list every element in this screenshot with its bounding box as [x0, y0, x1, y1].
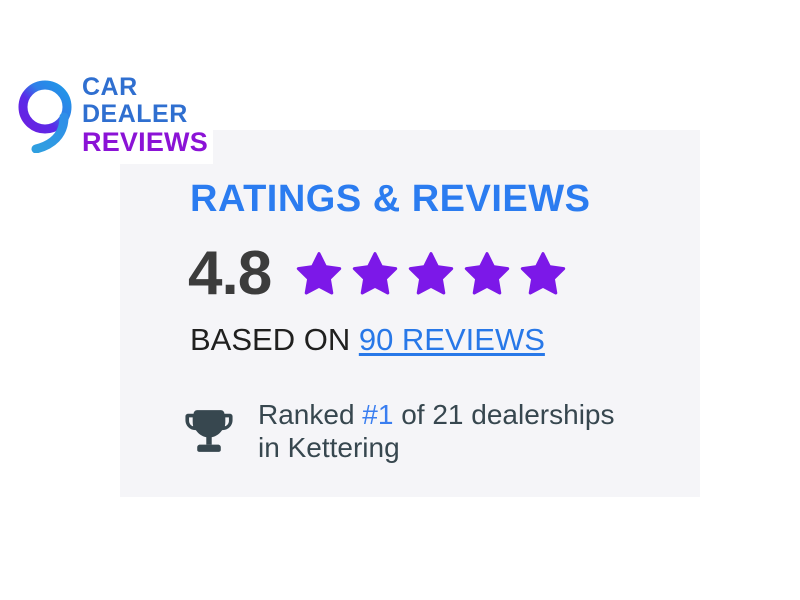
- ranking-position: #1: [362, 399, 394, 430]
- brand-wordmark: CAR DEALER REVIEWS: [82, 72, 208, 157]
- brand-word-reviews: REVIEWS: [82, 126, 208, 157]
- based-on-prefix: BASED ON: [190, 322, 359, 357]
- ranking-text: Ranked #1 of 21 dealerships in Kettering: [258, 398, 638, 464]
- ranking-suffix: of 21 dealerships in Kettering: [258, 399, 615, 463]
- star-rating: [293, 248, 569, 300]
- brand-word-car: CAR: [82, 72, 138, 101]
- star-icon: [353, 252, 398, 295]
- rating-score: 4.8: [188, 239, 272, 308]
- trophy-icon: [185, 410, 233, 452]
- rating-summary-row: 4.8: [188, 243, 569, 305]
- ranking-row: Ranked #1 of 21 dealerships in Kettering: [180, 398, 638, 464]
- star-icon: [409, 252, 454, 295]
- nine-swoosh-logo-icon: [18, 80, 72, 153]
- ranking-prefix: Ranked: [258, 399, 363, 430]
- brand-logo: CAR DEALER REVIEWS: [8, 66, 213, 164]
- star-icon: [521, 252, 566, 295]
- reviews-count-link[interactable]: 90 REVIEWS: [358, 322, 545, 357]
- ratings-reviews-card: RATINGS & REVIEWS 4.8 BASED ON 90 REVIEW…: [120, 130, 700, 497]
- page-title: RATINGS & REVIEWS: [190, 178, 591, 220]
- brand-word-dealer: DEALER: [82, 99, 188, 128]
- star-icon: [297, 252, 342, 295]
- star-icon: [465, 252, 510, 295]
- based-on-line: BASED ON 90 REVIEWS: [190, 322, 545, 358]
